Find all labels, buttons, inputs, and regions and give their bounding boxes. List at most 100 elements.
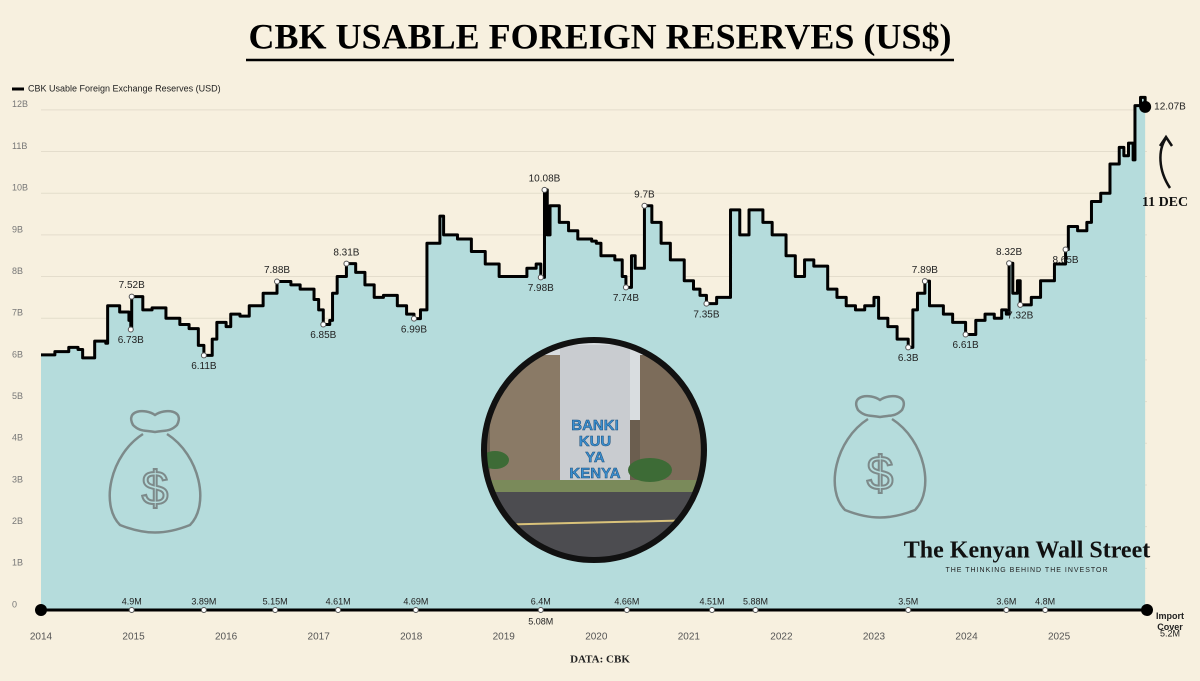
import-cover-label: 4.9M — [122, 596, 142, 606]
x-tick-label: 2014 — [30, 632, 53, 643]
date-note: 11 DEC — [1142, 195, 1188, 210]
annotation-label: 8.65B — [1052, 255, 1078, 266]
import-cover-dot — [128, 607, 135, 613]
brand: The Kenyan Wall Street — [904, 538, 1150, 564]
import-cover-label: 4.69M — [403, 596, 428, 606]
import-cover-dot — [1042, 607, 1049, 613]
annotation-dot — [1062, 246, 1069, 253]
annotation-label: 6.3B — [898, 353, 919, 364]
import-cover-label: 4.66M — [614, 596, 639, 606]
x-tick-label: 2023 — [863, 632, 886, 643]
annotation-dot — [1017, 301, 1024, 308]
image-frame — [481, 337, 707, 563]
x-tick-label: 2024 — [955, 632, 978, 643]
x-tick-label: 2018 — [400, 632, 423, 643]
x-tick-label: 2016 — [215, 632, 238, 643]
annotation-dot — [921, 278, 928, 285]
import-cover-dot — [709, 607, 716, 613]
end-label: 12.07B — [1154, 102, 1186, 113]
import-cover-dot — [1003, 607, 1010, 613]
line — [41, 95, 1147, 360]
money-bag-right: $ — [833, 394, 927, 519]
annotation-label: 7.88B — [264, 265, 290, 276]
annotation-label: 7.74B — [613, 293, 639, 304]
annotation-label: 9.7B — [634, 189, 655, 200]
annotation-dot — [274, 278, 281, 285]
legend-label: CBK Usable Foreign Exchange Reserves (US… — [28, 83, 221, 93]
import-cover-name: Import Cover — [1156, 611, 1184, 632]
x-tick-label: 2017 — [308, 632, 331, 643]
annotation-dot — [1006, 260, 1013, 267]
end-dot — [1139, 100, 1152, 113]
y-tick-label: 10B — [12, 183, 28, 193]
x-tick-label: 2020 — [585, 632, 608, 643]
annotation-dot — [410, 315, 417, 322]
y-tick-label: 3B — [12, 474, 23, 484]
annotation-label: 6.73B — [118, 335, 144, 346]
y-tick-label: 7B — [12, 308, 23, 318]
annotation-label: 8.32B — [996, 247, 1022, 258]
x-tick-label: 2025 — [1048, 632, 1071, 643]
annotation-label: 7.32B — [1007, 311, 1033, 322]
x-tick-label: 2019 — [493, 632, 516, 643]
annotation-label: 6.99B — [401, 324, 427, 335]
import-cover-dot — [200, 607, 207, 613]
tagline: THE THINKING BEHIND THE INVESTOR — [945, 567, 1108, 574]
y-tick-label: 5B — [12, 391, 23, 401]
bank-sign-text: BANKI — [571, 417, 619, 434]
import-cover-label: 5.88M — [743, 596, 768, 606]
import-cover-dot — [272, 607, 279, 613]
axis-end — [35, 604, 47, 616]
import-cover-dot — [752, 607, 759, 613]
import-cover-label: 5.15M — [263, 596, 288, 606]
import-cover-dot — [905, 607, 912, 613]
annotation-label: 10.08B — [529, 174, 561, 185]
import-cover-label: 3.6M — [996, 596, 1016, 606]
import-cover-label: 4.8M — [1035, 596, 1055, 606]
y-tick-label: 12B — [12, 99, 28, 109]
import-cover-label: 4.61M — [326, 596, 351, 606]
annotation-label: 6.85B — [310, 330, 336, 341]
annotation-label: 7.89B — [912, 265, 938, 276]
y-tick-label: 8B — [12, 266, 23, 276]
x-tick-label: 2021 — [678, 632, 701, 643]
import-cover-label: 6.4M — [531, 596, 551, 606]
annotation-dot — [905, 344, 912, 351]
y-tick-label: 4B — [12, 433, 23, 443]
import-cover-label: 4.51M — [699, 596, 724, 606]
annotation-dot — [320, 321, 327, 328]
svg-text:$: $ — [867, 448, 894, 501]
money-bag-left: $ — [108, 409, 202, 534]
import-cover-label: 5.2M — [1160, 628, 1180, 638]
annotation-label: 6.11B — [191, 361, 217, 372]
annotation-dot — [537, 274, 544, 281]
annotation-dot — [962, 331, 969, 338]
x-tick-label: 2022 — [770, 632, 793, 643]
import-cover-label: 3.5M — [898, 596, 918, 606]
import-cover-label: 3.89M — [191, 596, 216, 606]
annotation-dot — [622, 284, 629, 291]
annotation-label: 6.61B — [953, 340, 979, 351]
y-tick-label: 6B — [12, 349, 23, 359]
source: DATA: CBK — [570, 654, 630, 666]
annotation-label: 7.35B — [693, 309, 719, 320]
bank-sign-text: KUU — [579, 433, 612, 450]
annotation-label: 8.31B — [333, 247, 359, 258]
y-tick-label: 1B — [12, 558, 23, 568]
import-cover-dot — [537, 607, 544, 613]
y-tick-label: 0 — [12, 599, 17, 609]
import-cover-label: 5.08M — [528, 616, 553, 626]
y-tick-label: 2B — [12, 516, 23, 526]
annotation-dot — [641, 202, 648, 209]
annotation-dot — [200, 352, 207, 359]
annotation-dot — [128, 293, 135, 300]
import-cover-dot — [412, 607, 419, 613]
bank-sign-text: KENYA — [569, 465, 620, 482]
svg-text:$: $ — [142, 463, 169, 516]
annotation-dot — [343, 260, 350, 267]
y-tick-label: 11B — [12, 141, 27, 151]
annotation-dot — [127, 326, 134, 333]
annotation-dot — [703, 300, 710, 307]
